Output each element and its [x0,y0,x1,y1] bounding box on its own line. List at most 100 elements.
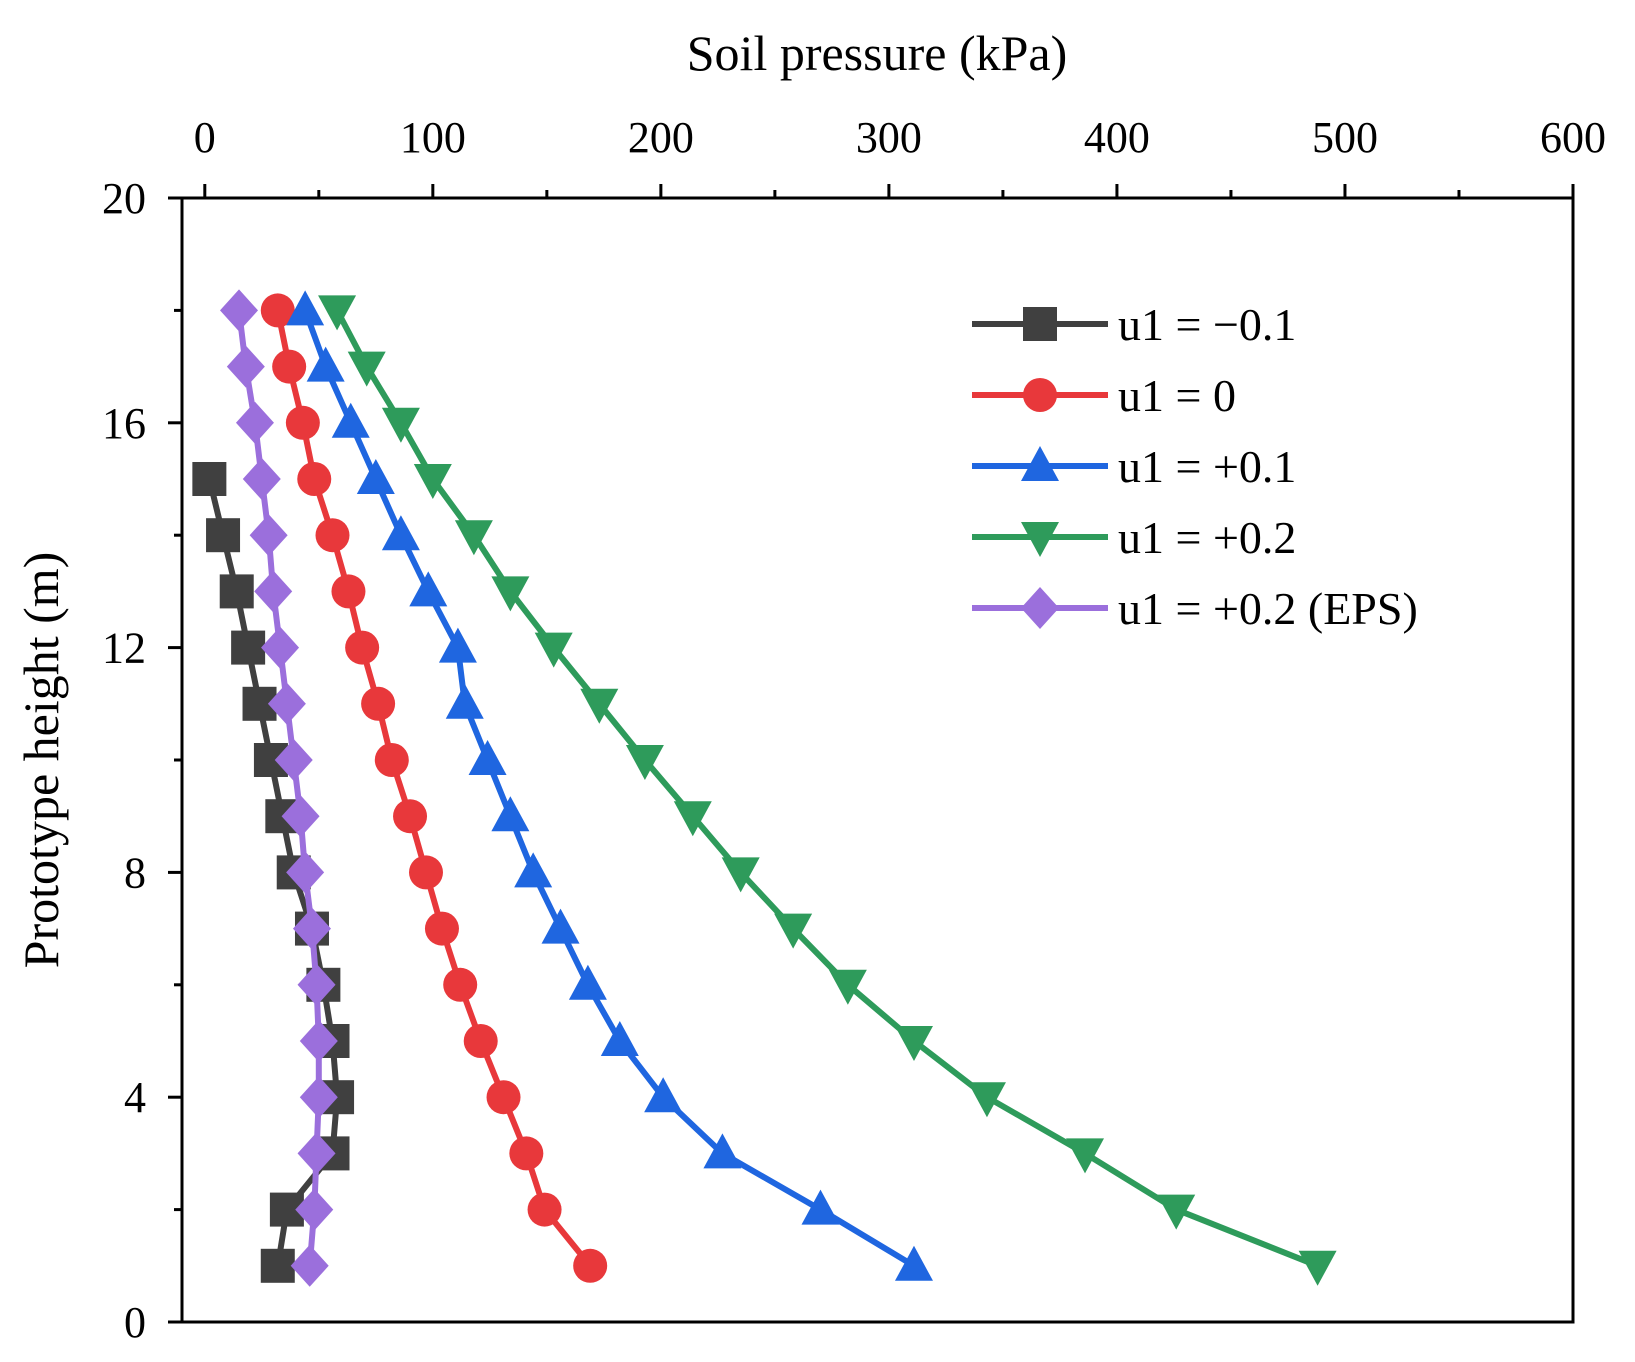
data-point [491,796,530,832]
data-point [774,913,813,949]
data-point [408,855,443,890]
y-tick-label: 16 [102,399,146,448]
data-point [541,908,580,944]
data-point [534,632,573,668]
x-tick-label: 300 [856,113,922,162]
data-point [568,964,607,1000]
data-point [261,626,300,669]
data-point [297,963,336,1006]
x-axis-title: Soil pressure (kPa) [687,25,1068,81]
data-point [285,405,320,440]
data-point [413,464,452,499]
x-tick-label: 100 [400,113,466,162]
data-point [235,401,274,444]
series-line [302,309,916,1269]
data-point [272,349,307,384]
data-point [374,743,409,777]
data-point [260,1248,295,1283]
x-tick-label: 200 [628,113,694,162]
y-axis-title: Prototype height (m) [13,552,69,969]
data-point [356,459,395,494]
data-point [292,907,331,950]
data-point [192,462,227,496]
data-point [894,1245,933,1281]
series-3 [286,290,933,1281]
data-point [468,740,507,775]
data-point [580,688,619,724]
data-point [242,458,281,500]
legend-label: u1 = +0.2 [1118,512,1296,563]
y-tick-label: 20 [102,174,146,223]
x-tick-label: 500 [1312,113,1378,162]
x-tick-label: 0 [194,113,216,162]
data-point [438,627,477,663]
series-4 [318,295,1337,1286]
data-point [347,351,386,387]
data-point [454,520,493,556]
legend-marker [1023,378,1057,412]
y-tick-label: 12 [102,624,146,673]
data-point [331,574,366,609]
data-point [703,1133,742,1169]
legend-label: u1 = +0.2 (EPS) [1118,583,1418,634]
data-point [219,574,254,609]
series-5 [220,289,338,1287]
legend-label: u1 = 0 [1118,370,1236,421]
legend-label: u1 = −0.1 [1118,299,1296,350]
data-point [206,518,241,553]
data-point [1298,1250,1337,1286]
data-point [967,1082,1006,1118]
data-point [281,795,320,838]
data-point [491,576,530,612]
legend-marker [1021,522,1059,557]
x-tick-label: 400 [1084,113,1150,162]
legend-marker [1023,307,1057,341]
data-point [445,683,484,719]
data-point [1157,1194,1196,1230]
data-point [424,911,459,946]
data-point [315,518,350,553]
data-point [274,739,313,781]
data-point [295,1188,334,1231]
legend-item: u1 = +0.2 [972,512,1296,563]
data-point [231,630,266,665]
data-point [381,515,420,551]
legend-label: u1 = +0.1 [1118,441,1296,492]
series-layer [192,289,1337,1287]
y-tick-label: 4 [124,1073,146,1122]
data-point [409,571,448,607]
x-tick-label: 600 [1540,113,1606,162]
y-tick-label: 0 [124,1298,146,1347]
data-point [220,289,259,332]
data-point [286,851,325,894]
data-point [254,570,293,613]
data-point [721,857,760,893]
data-point [644,1077,683,1113]
legend-marker [1021,446,1059,481]
data-point [297,1132,336,1175]
y-tick-label: 8 [124,848,146,897]
data-point [297,462,332,496]
data-point [801,1189,840,1225]
data-point [625,745,664,780]
series-line [274,309,593,1268]
tick-labels: 0 100 200 300 400 500 600 0 4 8 12 16 20 [102,113,1606,1347]
data-point [828,969,867,1005]
data-point [290,1244,329,1287]
data-point [361,686,396,721]
legend-item: u1 = +0.1 [972,441,1296,492]
data-point [345,630,380,665]
data-point [249,514,288,557]
data-point [573,1248,608,1283]
data-point [1066,1138,1105,1174]
axis-ticks [168,184,1575,1324]
data-point [299,1076,338,1119]
data-point [673,801,712,837]
data-point [463,1024,498,1058]
data-point [393,799,428,834]
data-point [443,967,478,1002]
data-point [226,345,265,388]
data-point [509,1136,544,1171]
data-point [267,682,306,725]
